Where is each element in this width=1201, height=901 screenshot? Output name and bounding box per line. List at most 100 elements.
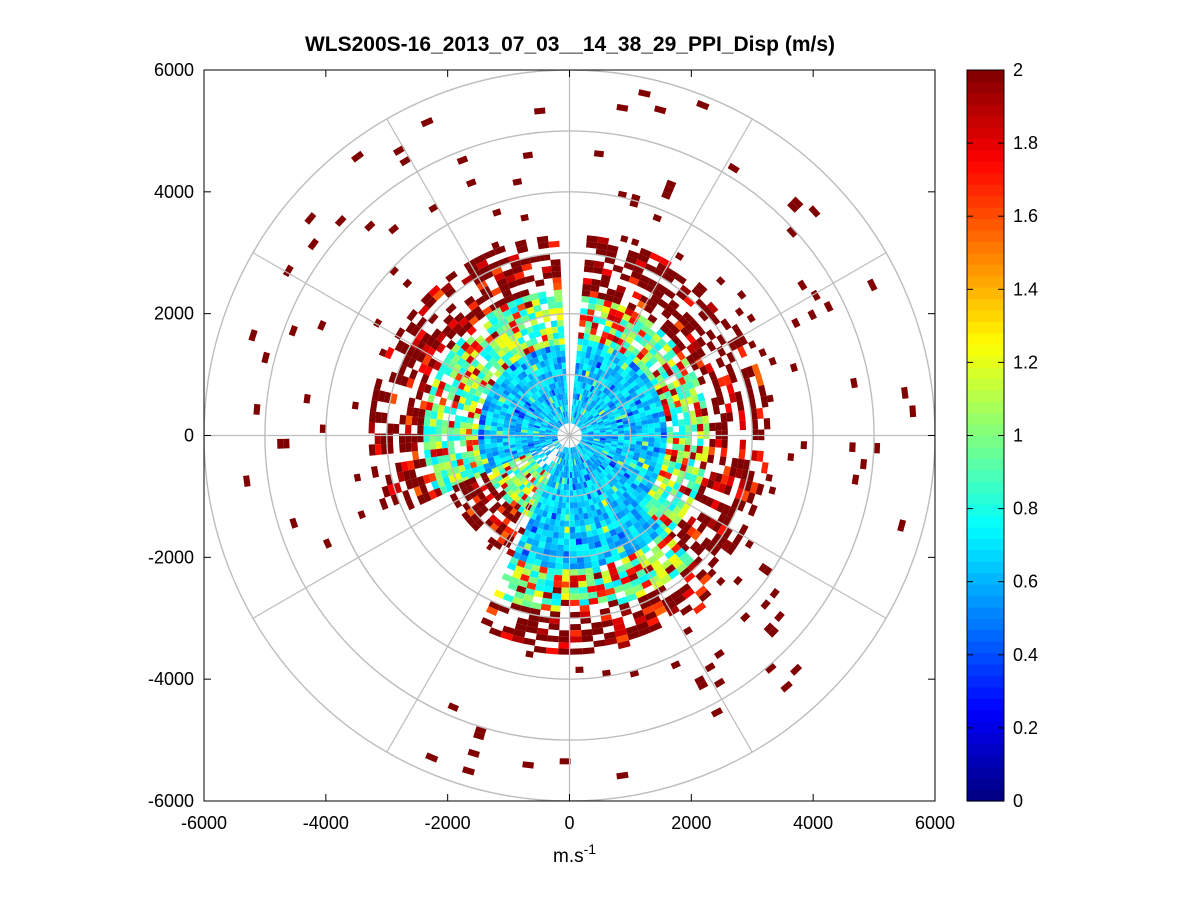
- data-cell: [695, 452, 703, 462]
- data-cell: [572, 447, 576, 453]
- data-cell: [616, 375, 624, 383]
- data-cell: [581, 382, 587, 390]
- data-cell: [475, 335, 485, 345]
- colorbar-band: [967, 218, 1004, 231]
- data-cell: [544, 491, 550, 499]
- data-cell: [658, 469, 667, 478]
- data-cell: [636, 621, 650, 631]
- data-cell: [727, 162, 740, 174]
- data-cell: [600, 538, 608, 547]
- data-cell: [607, 523, 615, 532]
- data-cell: [551, 431, 558, 434]
- colorbar-band: [967, 424, 1004, 437]
- data-cell: [377, 390, 386, 403]
- data-cell: [576, 420, 581, 426]
- data-cell: [502, 268, 514, 278]
- data-cell: [643, 535, 654, 545]
- data-cell: [535, 349, 542, 357]
- data-cell: [533, 558, 542, 567]
- data-cell: [405, 479, 414, 490]
- data-cell: [476, 280, 488, 291]
- data-cell: [740, 367, 750, 380]
- data-cell: [539, 360, 546, 368]
- data-cell: [525, 306, 535, 315]
- data-cell: [774, 611, 785, 622]
- data-cell: [428, 472, 437, 483]
- data-cell: [525, 382, 532, 390]
- data-cell: [509, 462, 517, 469]
- data-cell: [667, 479, 676, 488]
- data-cell: [622, 381, 630, 389]
- data-cell: [662, 273, 675, 284]
- data-cell: [478, 429, 485, 435]
- data-cell: [580, 531, 588, 539]
- data-cell: [787, 453, 795, 462]
- data-cell: [656, 328, 666, 339]
- data-cell: [823, 300, 834, 313]
- data-cell: [547, 423, 554, 428]
- data-cell: [629, 425, 637, 431]
- data-cell: [514, 487, 522, 496]
- data-cell: [736, 458, 745, 470]
- data-cell: [649, 347, 658, 356]
- data-cell: [575, 406, 579, 413]
- data-cell: [618, 395, 626, 402]
- data-cell: [588, 498, 594, 506]
- polar-spoke: [386, 118, 571, 436]
- data-cell: [721, 439, 728, 449]
- data-cell: [637, 314, 648, 325]
- data-cell: [535, 633, 548, 642]
- data-cell: [560, 593, 571, 600]
- data-cell: [470, 340, 480, 350]
- data-cell: [636, 279, 648, 290]
- data-cell: [543, 386, 549, 393]
- data-cell: [449, 492, 459, 503]
- data-cell: [524, 495, 532, 504]
- data-cell: [639, 372, 648, 381]
- data-cell: [607, 480, 615, 488]
- data-cell: [505, 274, 516, 284]
- data-cell: [549, 420, 556, 425]
- data-cell: [605, 427, 612, 431]
- data-cell: [763, 622, 775, 634]
- data-cell: [554, 568, 563, 576]
- data-cell: [587, 430, 594, 433]
- data-cell: [561, 399, 565, 406]
- data-cell: [721, 504, 732, 516]
- data-cell: [351, 150, 364, 163]
- x-tick-label: -4000: [303, 813, 349, 833]
- data-cell: [587, 358, 594, 366]
- data-cell: [632, 395, 640, 402]
- data-cell: [380, 443, 388, 455]
- data-cell: [440, 469, 449, 479]
- data-cell: [594, 304, 604, 312]
- data-cell: [516, 419, 523, 425]
- data-cell: [623, 391, 631, 399]
- data-cell: [599, 439, 606, 443]
- colorbar-band: [967, 241, 1004, 254]
- data-cell: [417, 416, 425, 426]
- data-cell: [610, 405, 617, 411]
- data-cell: [473, 253, 486, 265]
- data-cell: [438, 462, 447, 472]
- data-cell: [632, 409, 640, 415]
- data-cell: [574, 452, 578, 459]
- data-cell: [551, 436, 558, 438]
- data-cell: [533, 645, 547, 654]
- data-cell: [522, 385, 530, 393]
- data-cell: [585, 524, 592, 532]
- data-cell: [612, 356, 621, 365]
- data-cell: [587, 432, 594, 434]
- data-cell: [533, 441, 541, 446]
- data-cell: [478, 419, 486, 426]
- data-cell: [686, 526, 697, 537]
- data-cell: [660, 427, 667, 433]
- data-cell: [670, 660, 681, 670]
- data-cell: [565, 514, 570, 521]
- data-cell: [585, 351, 591, 359]
- data-cell: [644, 611, 657, 622]
- data-cell: [602, 485, 609, 493]
- data-cell: [622, 499, 631, 507]
- data-cell: [514, 405, 522, 412]
- data-cell: [582, 363, 588, 371]
